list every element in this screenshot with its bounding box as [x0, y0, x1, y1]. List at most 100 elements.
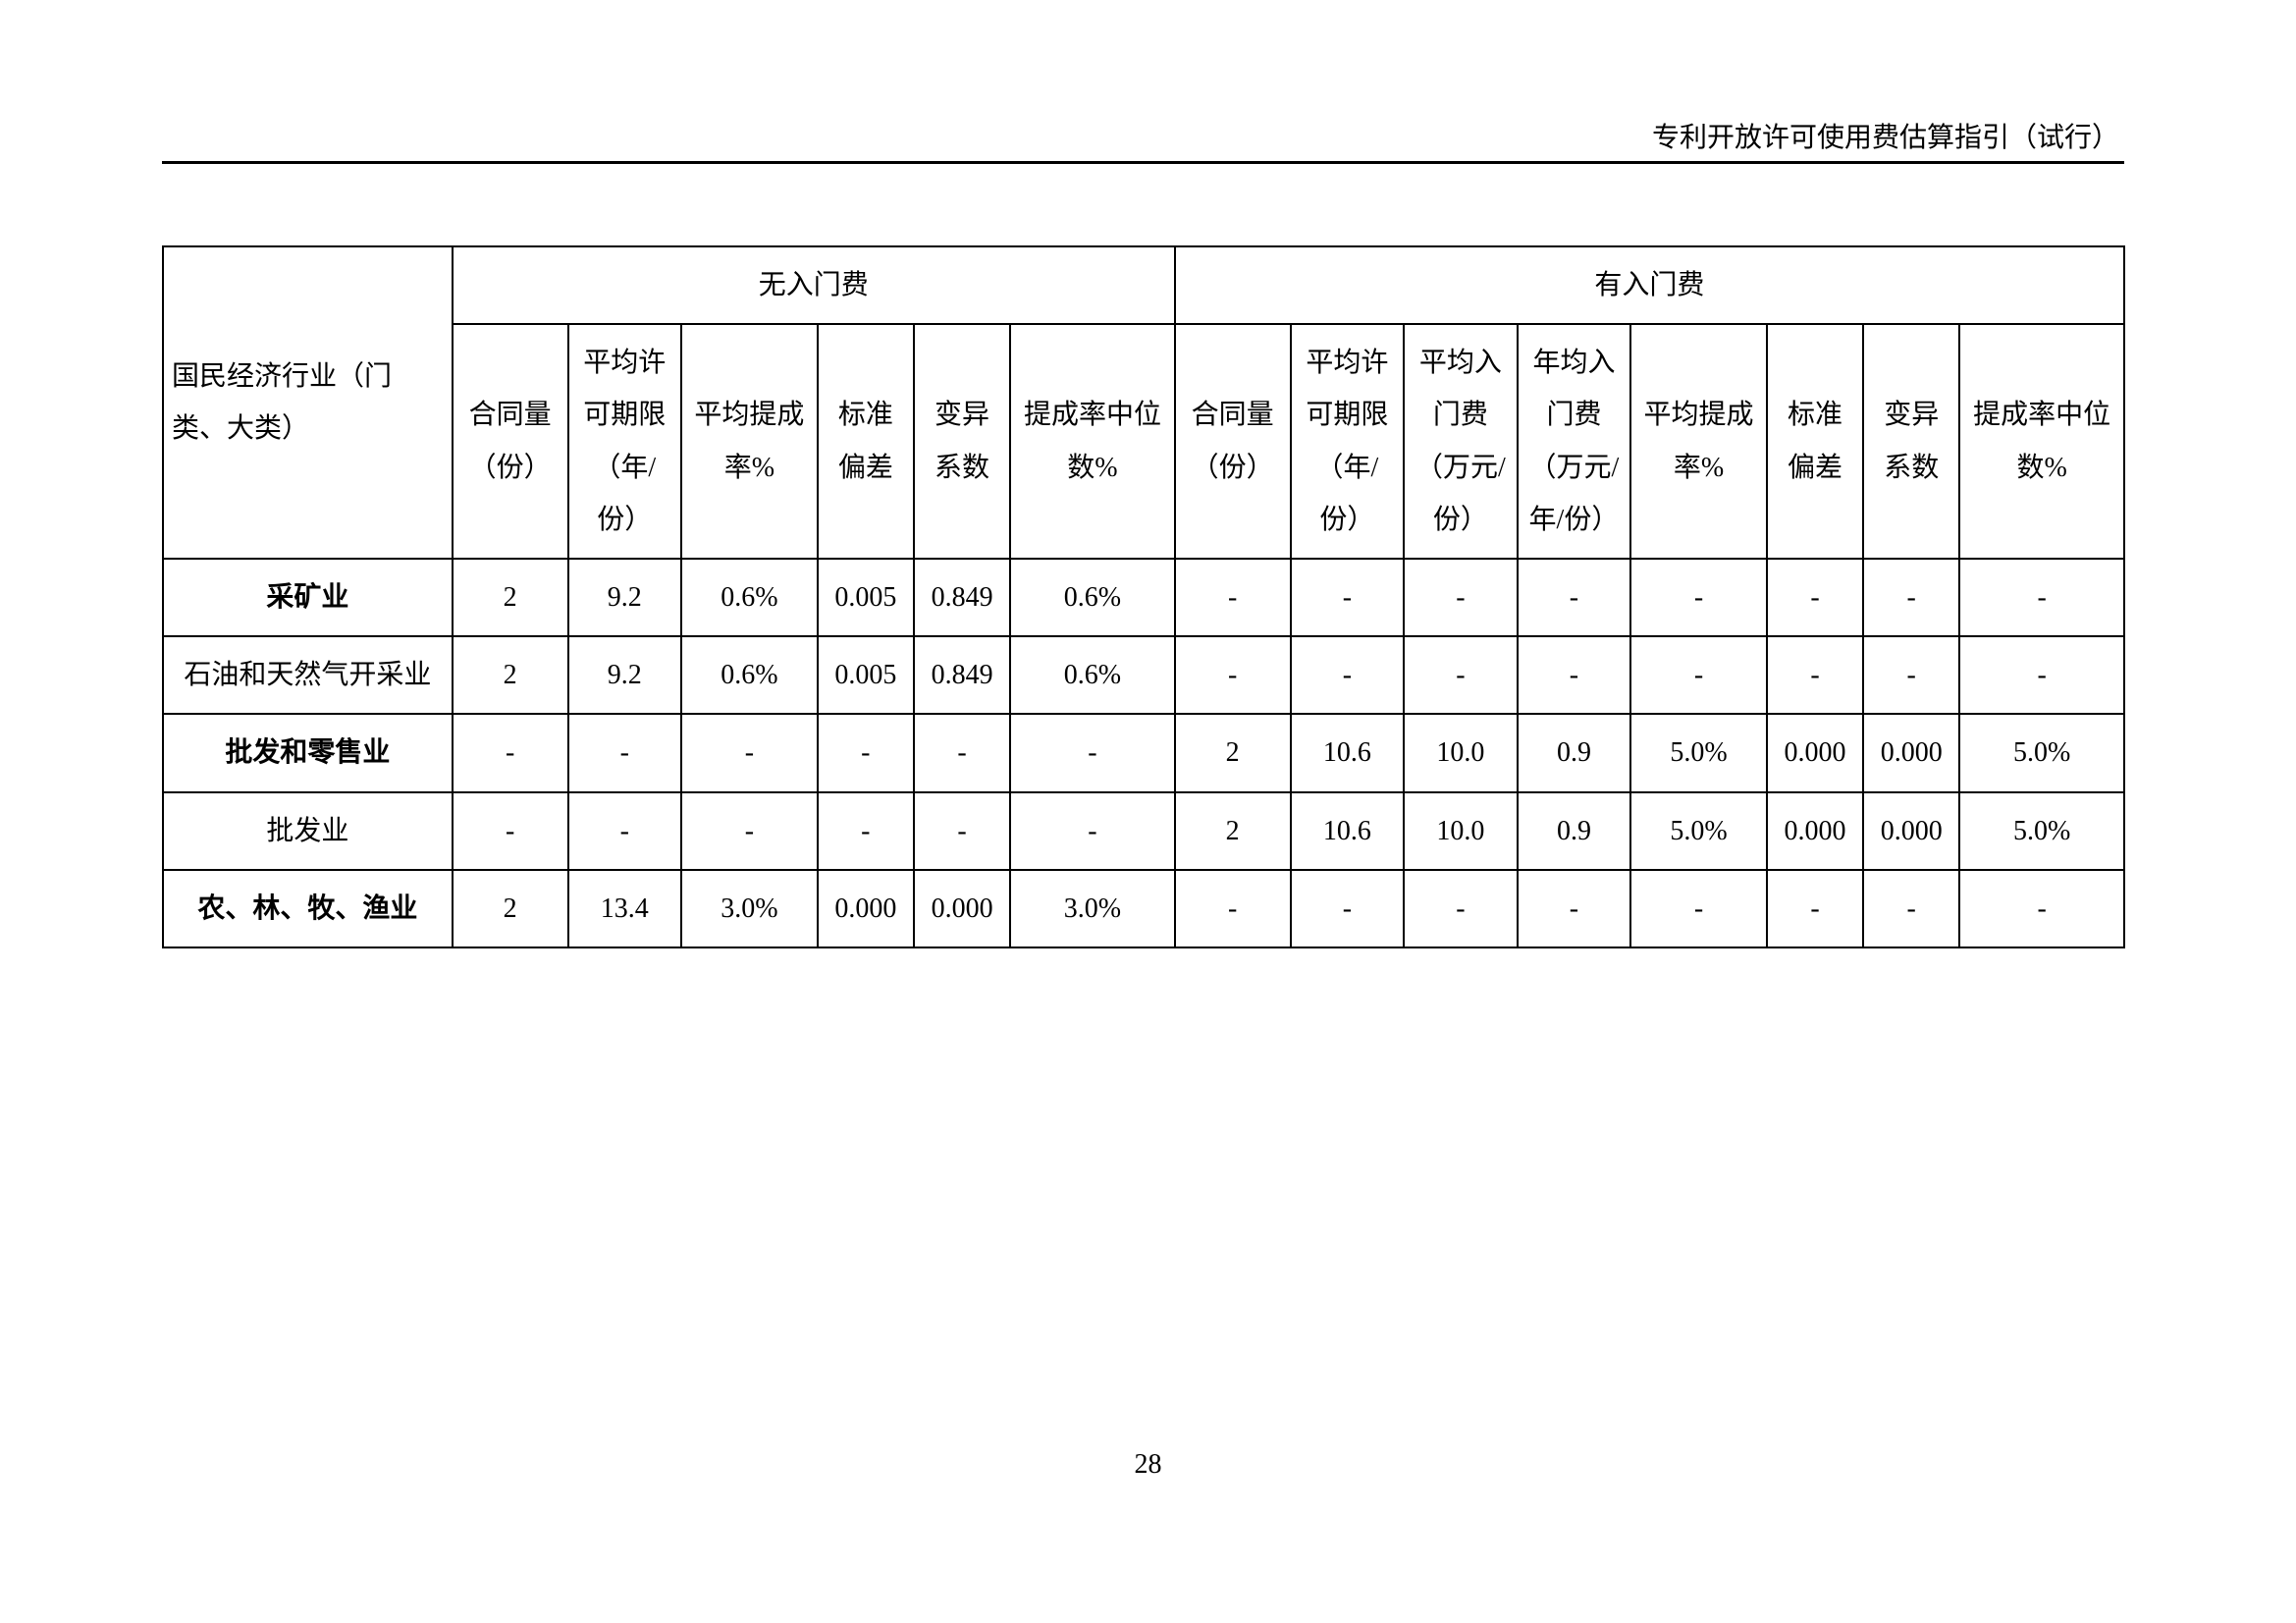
- cell-f-std_dev: 0.000: [1767, 714, 1863, 791]
- col-header-f-std-dev: 标准偏差: [1767, 324, 1863, 559]
- col-header-industry: 国民经济行业（门类、大类）: [163, 246, 453, 559]
- col-header-nf-std-dev: 标准偏差: [818, 324, 914, 559]
- col-group-with-entry-fee: 有入门费: [1175, 246, 2124, 324]
- cell-nf-avg_term: 9.2: [568, 559, 682, 636]
- cell-nf-std_dev: -: [818, 792, 914, 870]
- table-row: 石油和天然气开采业29.20.6%0.0050.8490.6%--------: [163, 636, 2124, 714]
- cell-nf-contracts: 2: [453, 870, 568, 947]
- cell-f-annual_entry: -: [1518, 870, 1631, 947]
- cell-nf-avg_term: -: [568, 792, 682, 870]
- cell-nf-avg_rate: 0.6%: [681, 636, 818, 714]
- col-header-f-median: 提成率中位数%: [1959, 324, 2124, 559]
- cell-f-avg_rate: -: [1630, 559, 1767, 636]
- cell-f-avg_entry: -: [1404, 636, 1518, 714]
- cell-f-cv: 0.000: [1863, 714, 1959, 791]
- cell-nf-avg_term: -: [568, 714, 682, 791]
- cell-f-median_rate: -: [1959, 636, 2124, 714]
- cell-f-avg_entry: -: [1404, 870, 1518, 947]
- page-number: 28: [1135, 1449, 1162, 1481]
- cell-f-avg_term: -: [1291, 870, 1405, 947]
- cell-nf-avg_term: 13.4: [568, 870, 682, 947]
- row-label: 石油和天然气开采业: [163, 636, 453, 714]
- col-header-f-annual-entry: 年均入门费（万元/年/份）: [1518, 324, 1631, 559]
- cell-f-annual_entry: 0.9: [1518, 792, 1631, 870]
- cell-f-contracts: -: [1175, 870, 1291, 947]
- cell-f-median_rate: 5.0%: [1959, 714, 2124, 791]
- cell-f-std_dev: -: [1767, 870, 1863, 947]
- cell-f-median_rate: -: [1959, 559, 2124, 636]
- table-row: 农、林、牧、渔业213.43.0%0.0000.0003.0%--------: [163, 870, 2124, 947]
- cell-f-avg_term: 10.6: [1291, 792, 1405, 870]
- col-header-nf-contracts: 合同量（份）: [453, 324, 568, 559]
- cell-nf-median_rate: 0.6%: [1010, 559, 1175, 636]
- cell-f-contracts: 2: [1175, 714, 1291, 791]
- cell-f-cv: -: [1863, 559, 1959, 636]
- cell-nf-cv: 0.000: [914, 870, 1010, 947]
- table-body: 采矿业29.20.6%0.0050.8490.6%--------石油和天然气开…: [163, 559, 2124, 947]
- cell-f-annual_entry: 0.9: [1518, 714, 1631, 791]
- cell-nf-contracts: -: [453, 792, 568, 870]
- cell-f-annual_entry: -: [1518, 559, 1631, 636]
- cell-f-avg_term: -: [1291, 559, 1405, 636]
- cell-nf-std_dev: -: [818, 714, 914, 791]
- col-header-f-contracts: 合同量（份）: [1175, 324, 1291, 559]
- col-header-nf-avg-term: 平均许可期限（年/份）: [568, 324, 682, 559]
- cell-f-std_dev: 0.000: [1767, 792, 1863, 870]
- cell-f-contracts: -: [1175, 636, 1291, 714]
- table-row: 批发和零售业------210.610.00.95.0%0.0000.0005.…: [163, 714, 2124, 791]
- cell-f-std_dev: -: [1767, 636, 1863, 714]
- table-header-row-1: 国民经济行业（门类、大类） 无入门费 有入门费: [163, 246, 2124, 324]
- cell-nf-std_dev: 0.000: [818, 870, 914, 947]
- row-label: 批发业: [163, 792, 453, 870]
- col-header-f-avg-entry: 平均入门费（万元/份）: [1404, 324, 1518, 559]
- col-header-nf-avg-rate: 平均提成率%: [681, 324, 818, 559]
- cell-nf-cv: 0.849: [914, 559, 1010, 636]
- col-header-nf-median: 提成率中位数%: [1010, 324, 1175, 559]
- cell-f-avg_entry: 10.0: [1404, 714, 1518, 791]
- cell-nf-median_rate: 3.0%: [1010, 870, 1175, 947]
- cell-nf-cv: 0.849: [914, 636, 1010, 714]
- table-row: 批发业------210.610.00.95.0%0.0000.0005.0%: [163, 792, 2124, 870]
- row-label: 批发和零售业: [163, 714, 453, 791]
- cell-nf-avg_rate: 3.0%: [681, 870, 818, 947]
- cell-f-std_dev: -: [1767, 559, 1863, 636]
- col-header-f-avg-term: 平均许可期限（年/份）: [1291, 324, 1405, 559]
- cell-f-median_rate: -: [1959, 870, 2124, 947]
- row-label: 采矿业: [163, 559, 453, 636]
- cell-nf-median_rate: -: [1010, 792, 1175, 870]
- cell-f-cv: -: [1863, 636, 1959, 714]
- cell-f-contracts: -: [1175, 559, 1291, 636]
- cell-f-avg_term: -: [1291, 636, 1405, 714]
- cell-nf-median_rate: 0.6%: [1010, 636, 1175, 714]
- cell-f-avg_rate: 5.0%: [1630, 714, 1767, 791]
- cell-f-cv: -: [1863, 870, 1959, 947]
- cell-nf-avg_rate: -: [681, 792, 818, 870]
- cell-f-median_rate: 5.0%: [1959, 792, 2124, 870]
- page-header-title: 专利开放许可使用费估算指引（试行）: [1652, 116, 2119, 155]
- cell-nf-cv: -: [914, 714, 1010, 791]
- cell-nf-std_dev: 0.005: [818, 559, 914, 636]
- col-header-f-cv: 变异系数: [1863, 324, 1959, 559]
- cell-nf-cv: -: [914, 792, 1010, 870]
- cell-nf-contracts: 2: [453, 559, 568, 636]
- table-row: 采矿业29.20.6%0.0050.8490.6%--------: [163, 559, 2124, 636]
- cell-nf-median_rate: -: [1010, 714, 1175, 791]
- cell-nf-contracts: -: [453, 714, 568, 791]
- royalty-data-table: 国民经济行业（门类、大类） 无入门费 有入门费 合同量（份） 平均许可期限（年/…: [162, 245, 2125, 948]
- row-label: 农、林、牧、渔业: [163, 870, 453, 947]
- cell-f-avg_entry: 10.0: [1404, 792, 1518, 870]
- cell-f-cv: 0.000: [1863, 792, 1959, 870]
- cell-f-avg_entry: -: [1404, 559, 1518, 636]
- col-group-no-entry-fee: 无入门费: [453, 246, 1175, 324]
- header-rule: [162, 161, 2124, 164]
- cell-nf-avg_rate: -: [681, 714, 818, 791]
- col-header-f-avg-rate: 平均提成率%: [1630, 324, 1767, 559]
- cell-f-annual_entry: -: [1518, 636, 1631, 714]
- cell-f-avg_rate: -: [1630, 636, 1767, 714]
- cell-nf-avg_rate: 0.6%: [681, 559, 818, 636]
- cell-nf-avg_term: 9.2: [568, 636, 682, 714]
- cell-f-contracts: 2: [1175, 792, 1291, 870]
- cell-nf-std_dev: 0.005: [818, 636, 914, 714]
- col-header-nf-cv: 变异系数: [914, 324, 1010, 559]
- cell-f-avg_rate: 5.0%: [1630, 792, 1767, 870]
